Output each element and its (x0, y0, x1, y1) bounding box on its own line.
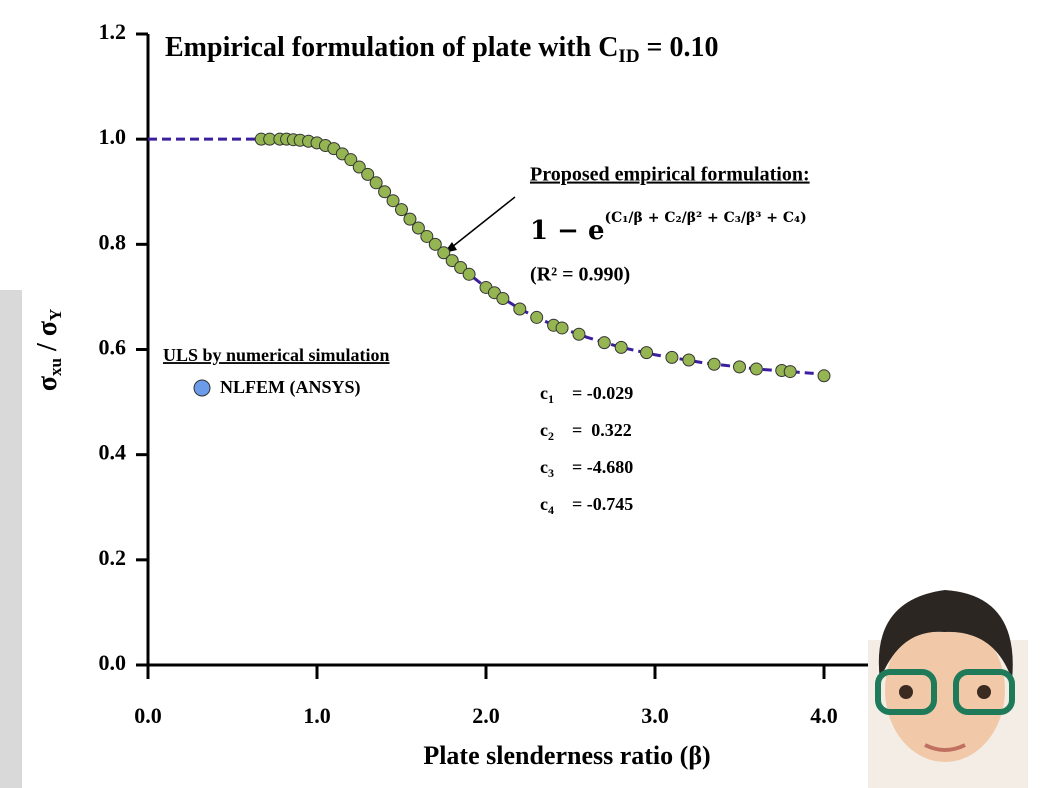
y-tick-label: 1.2 (99, 19, 127, 44)
legend-label: NLFEM (ANSYS) (220, 377, 361, 398)
coefficient-name: c1 (540, 383, 554, 406)
chart-title: Empirical formulation of plate with CID … (165, 32, 719, 67)
annotation-heading: Proposed empirical formulation: (530, 164, 810, 186)
coef-letter: c (540, 383, 548, 403)
x-tick-label: 4.0 (810, 703, 838, 728)
arrow (451, 196, 516, 248)
data-point (395, 203, 408, 217)
y-tick-label: 0.6 (99, 335, 127, 360)
data-point (783, 365, 797, 379)
avatar-face (885, 618, 1005, 762)
plot-area: 0.0 0.2 0.4 0.6 0.8 1.0 1.2 0.0 1.0 2.0 3.0 4.0 (99, 19, 909, 728)
coef-sub: 2 (548, 429, 554, 443)
y-axis-label: σxu / σY (32, 309, 64, 392)
legend-marker (193, 379, 211, 397)
x-tick-label: 0.0 (134, 703, 162, 728)
data-point (496, 291, 510, 305)
y-tick-label: 0.2 (99, 545, 127, 570)
x-tick-label: 2.0 (472, 703, 500, 728)
data-point (513, 302, 527, 316)
data-point (445, 254, 459, 268)
data-point (361, 167, 375, 181)
coefficient-name: c4 (540, 494, 554, 517)
x-tick-label: 3.0 (641, 703, 669, 728)
avatar-eye (977, 685, 991, 699)
formula: 1 − e(C₁/β + C₂/β² + C₃/β³ + C₄) (530, 210, 807, 246)
coefficient-value: = -0.029 (572, 383, 633, 403)
data-point (665, 350, 679, 364)
legend-title: ULS by numerical simulation (163, 345, 390, 365)
data-point (682, 353, 696, 367)
avatar (868, 590, 1028, 788)
coef-sub: 1 (548, 392, 554, 406)
data-point (597, 336, 611, 350)
data-point (437, 246, 451, 260)
data-point (817, 369, 831, 383)
data-point (749, 362, 763, 376)
coefficient-value: = 0.322 (572, 420, 632, 440)
coefficient-value: = -0.745 (572, 494, 633, 514)
data-point (378, 185, 392, 199)
avatar-glasses (875, 669, 937, 715)
coef-letter: c (540, 494, 548, 514)
y-tick-label: 0.0 (99, 650, 127, 675)
data-point (352, 160, 366, 174)
data-point (707, 357, 721, 371)
data-point (403, 212, 417, 226)
coef-letter: c (540, 420, 548, 440)
data-point (386, 194, 400, 208)
data-point (555, 321, 569, 335)
data-point (640, 346, 654, 360)
avatar-hair (878, 590, 1013, 680)
data-point (733, 360, 746, 374)
data-point (420, 229, 434, 243)
data-point (572, 327, 586, 341)
data-point (462, 267, 476, 281)
coefficient-name: c2 (540, 420, 554, 443)
x-tick-label: 1.0 (303, 703, 331, 728)
data-point (530, 310, 544, 324)
data-point (454, 260, 468, 274)
coef-sub: 4 (548, 503, 554, 517)
coefficient-value: = -4.680 (572, 457, 633, 477)
y-tick-label: 0.4 (99, 440, 127, 465)
data-point (369, 176, 383, 190)
y-tick-label: 1.0 (99, 124, 127, 149)
x-axis-label: Plate slenderness ratio (β) (423, 741, 710, 770)
data-point (428, 237, 442, 251)
avatar-glasses (953, 669, 1015, 715)
coef-letter: c (540, 457, 548, 477)
coefficient-name: c3 (540, 457, 554, 480)
data-point (344, 153, 358, 167)
r-squared: (R² = 0.990) (530, 264, 630, 286)
y-tick-label: 0.8 (99, 229, 127, 254)
data-point (614, 340, 628, 354)
avatar-mouth (924, 743, 966, 752)
side-panel (0, 290, 22, 788)
coef-sub: 3 (548, 466, 554, 480)
avatar-eye (899, 685, 913, 699)
data-point (411, 221, 425, 235)
